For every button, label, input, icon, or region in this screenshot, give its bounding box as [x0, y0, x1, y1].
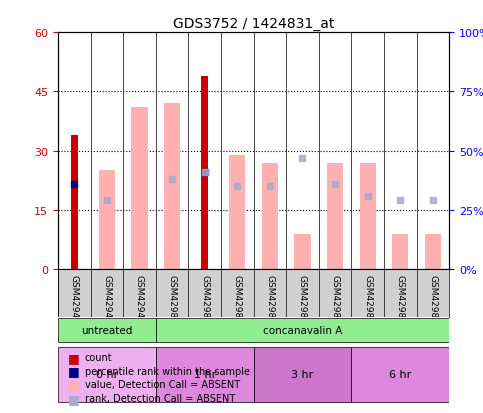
Text: ■: ■	[68, 392, 79, 405]
Text: ■: ■	[68, 364, 79, 377]
Bar	[201, 76, 208, 270]
Bar	[425, 234, 441, 270]
Text: GSM429861: GSM429861	[363, 274, 372, 329]
FancyBboxPatch shape	[352, 347, 449, 402]
FancyBboxPatch shape	[156, 347, 254, 402]
Text: 1 hr: 1 hr	[194, 369, 216, 379]
Text: GSM429859: GSM429859	[265, 274, 274, 329]
Text: 3 hr: 3 hr	[291, 369, 313, 379]
Bar	[327, 163, 343, 270]
Text: GSM429863: GSM429863	[396, 274, 405, 329]
Bar	[262, 163, 278, 270]
Text: GSM429862: GSM429862	[330, 274, 340, 329]
Text: concanavalin A: concanavalin A	[263, 325, 342, 335]
Text: rank, Detection Call = ABSENT: rank, Detection Call = ABSENT	[85, 393, 235, 403]
Bar	[164, 104, 180, 270]
Text: value, Detection Call = ABSENT: value, Detection Call = ABSENT	[85, 380, 240, 389]
Text: percentile rank within the sample: percentile rank within the sample	[85, 366, 250, 376]
Text: GSM429864: GSM429864	[428, 274, 438, 329]
Bar	[392, 234, 409, 270]
Bar	[294, 234, 311, 270]
Bar	[99, 171, 115, 270]
Text: GSM429857: GSM429857	[200, 274, 209, 329]
Text: GSM429430: GSM429430	[135, 274, 144, 329]
Text: count: count	[85, 352, 112, 362]
Text: untreated: untreated	[81, 325, 132, 335]
Text: 6 hr: 6 hr	[389, 369, 412, 379]
Text: ■: ■	[68, 351, 79, 364]
Text: GSM429426: GSM429426	[70, 274, 79, 329]
Text: 0 hr: 0 hr	[96, 369, 118, 379]
FancyBboxPatch shape	[58, 347, 156, 402]
Text: ■: ■	[68, 378, 79, 391]
Text: GSM429860: GSM429860	[298, 274, 307, 329]
Bar	[71, 135, 78, 270]
Bar	[359, 163, 376, 270]
Text: GSM429858: GSM429858	[233, 274, 242, 329]
Bar	[229, 155, 245, 270]
FancyBboxPatch shape	[254, 347, 352, 402]
Bar	[131, 108, 148, 270]
Title: GDS3752 / 1424831_at: GDS3752 / 1424831_at	[173, 17, 334, 31]
Text: GSM429856: GSM429856	[168, 274, 177, 329]
Text: GSM429428: GSM429428	[102, 274, 112, 329]
FancyBboxPatch shape	[156, 318, 449, 342]
FancyBboxPatch shape	[58, 318, 156, 342]
